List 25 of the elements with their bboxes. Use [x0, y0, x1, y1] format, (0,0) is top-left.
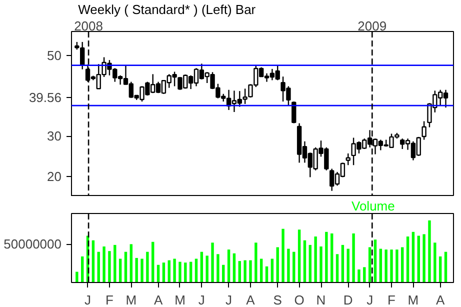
x-tick-label: J: [226, 292, 232, 307]
y-tick-label: 50000000: [4, 236, 62, 252]
x-tick-label: S: [273, 292, 282, 307]
x-tick-label: M: [408, 292, 419, 307]
x-tick-label: D: [343, 292, 353, 307]
chart-title: Weekly ( Standard* ) (Left) Bar: [78, 2, 256, 17]
x-tick-label: M: [126, 292, 137, 307]
x-tick-label: O: [294, 292, 304, 307]
x-tick-label: N: [316, 292, 326, 307]
y-tick-label: 30: [47, 128, 62, 144]
x-tick-label: A: [246, 292, 256, 307]
x-tick-label: A: [154, 292, 163, 307]
x-tick-label: M: [174, 292, 186, 307]
x-tick-label: J: [366, 292, 374, 307]
y-tick-label: 50: [47, 48, 62, 64]
chart-title: Volume: [352, 198, 395, 214]
y-tick-label: 20: [47, 168, 62, 184]
x-tick-label: 2009: [358, 18, 387, 34]
x-tick-label: F: [388, 292, 396, 307]
x-tick-label: A: [436, 292, 445, 307]
x-tick-label: 2008: [74, 18, 104, 34]
x-tick-label: F: [105, 292, 114, 307]
x-tick-label: J: [84, 292, 92, 307]
x-tick-label: J: [198, 292, 205, 307]
y-tick-label: 39.56: [28, 90, 62, 106]
